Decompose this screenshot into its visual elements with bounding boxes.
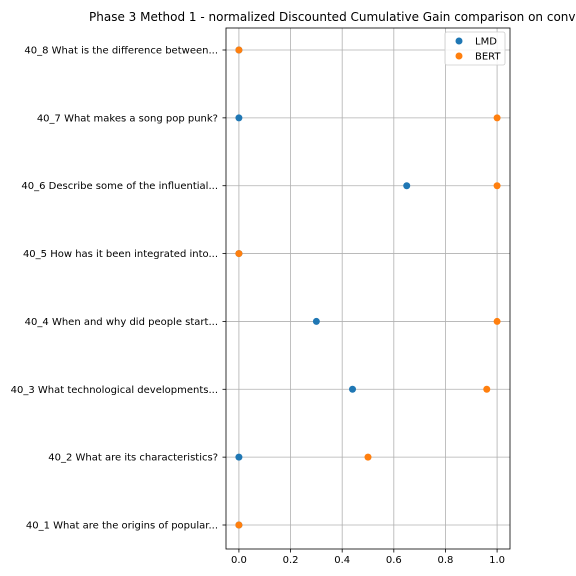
y-tick-label: 40_2 What are its characteristics? [48, 453, 218, 464]
x-tick-label: 0.4 [334, 555, 350, 566]
y-tick-label: 40_1 What are the origins of popular... [26, 521, 218, 532]
data-point-lmd [235, 114, 243, 122]
data-point-lmd [235, 453, 243, 461]
x-axis: 0.0 0.2 0.4 0.6 0.8 1.0 [231, 549, 505, 566]
x-tick-label: 0.8 [438, 555, 454, 566]
data-point-bert [483, 385, 491, 393]
legend: LMD BERT [444, 31, 506, 66]
data-point-lmd [403, 182, 411, 190]
y-tick-label: 40_3 What technological developments... [11, 385, 218, 396]
y-tick-label: 40_7 What makes a song pop punk? [37, 113, 218, 124]
data-point-bert [493, 182, 501, 190]
data-point-bert [493, 114, 501, 122]
data-points [235, 46, 501, 529]
data-point-lmd [312, 317, 320, 325]
y-axis: 40_1 What are the origins of popular... 4… [11, 46, 226, 532]
data-point-bert [235, 250, 243, 258]
grid [226, 28, 510, 549]
y-tick-label: 40_8 What is the difference between... [24, 46, 218, 57]
data-point-bert [364, 453, 372, 461]
y-tick-label: 40_5 How has it been integrated into... [23, 249, 218, 260]
chart-title: Phase 3 Method 1 - normalized Discounted… [89, 10, 576, 24]
x-tick-label: 0.2 [283, 555, 299, 566]
x-tick-label: 0.6 [386, 555, 402, 566]
y-tick-label: 40_6 Describe some of the influential... [21, 181, 218, 192]
x-tick-label: 1.0 [489, 555, 505, 566]
y-tick-label: 40_4 When and why did people start... [25, 317, 218, 328]
legend-label-bert: BERT [475, 52, 501, 63]
legend-label-lmd: LMD [475, 37, 497, 48]
legend-marker-bert [455, 52, 463, 60]
data-point-bert [235, 46, 243, 54]
x-tick-label: 0.0 [231, 555, 247, 566]
legend-marker-lmd [455, 37, 463, 45]
plot-frame [225, 27, 511, 550]
data-point-bert [493, 317, 501, 325]
data-point-bert [235, 521, 243, 529]
data-point-lmd [349, 385, 357, 393]
